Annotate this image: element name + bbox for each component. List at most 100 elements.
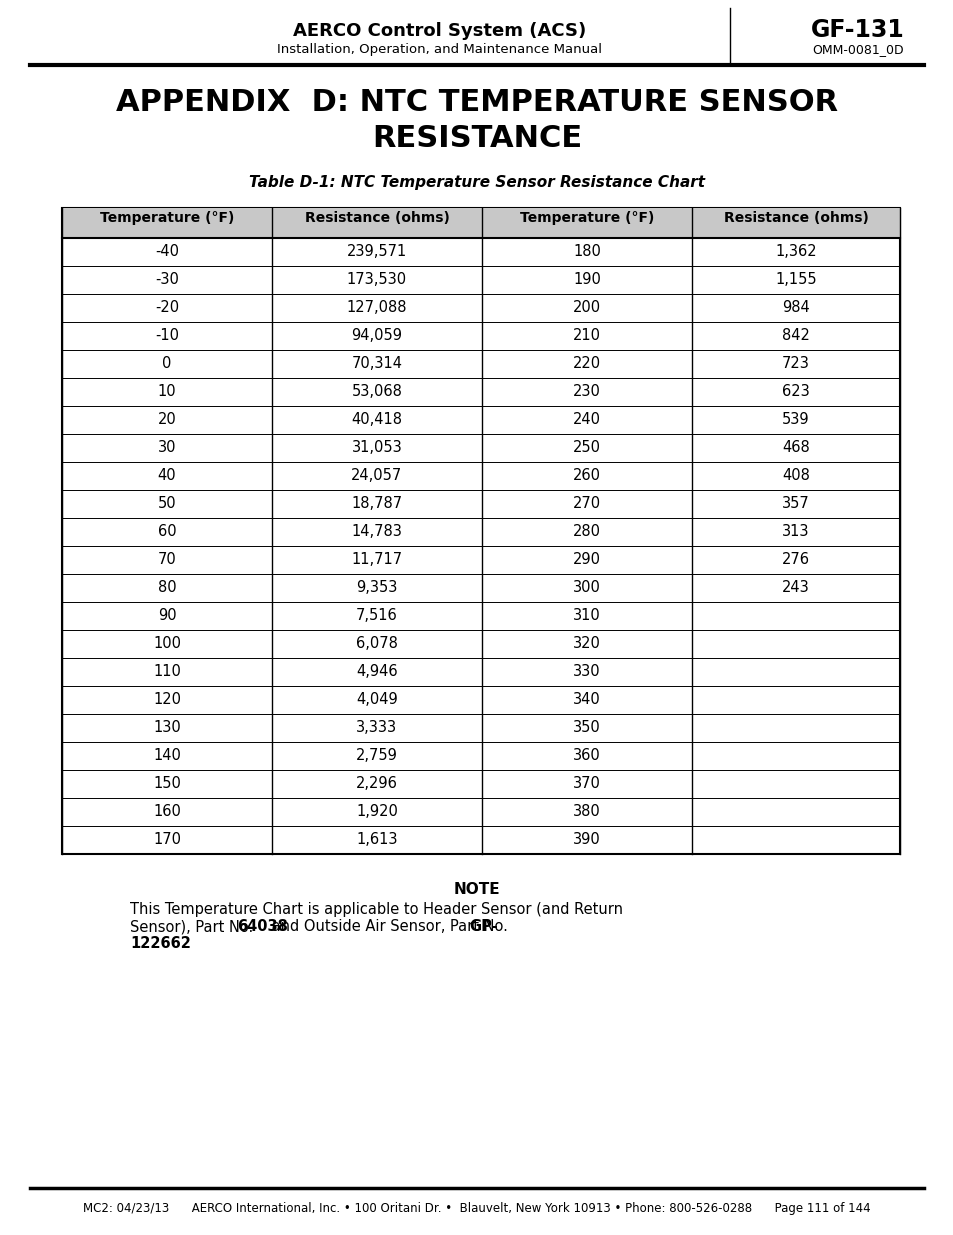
Text: 984: 984 bbox=[781, 300, 809, 315]
Text: 100: 100 bbox=[152, 636, 181, 652]
Text: 140: 140 bbox=[152, 748, 181, 763]
Text: Temperature (°F): Temperature (°F) bbox=[100, 211, 233, 225]
Text: 260: 260 bbox=[573, 468, 600, 483]
Text: MC2: 04/23/13      AERCO International, Inc. • 100 Oritani Dr. •  Blauvelt, New : MC2: 04/23/13 AERCO International, Inc. … bbox=[83, 1202, 870, 1215]
Text: 3,333: 3,333 bbox=[356, 720, 397, 736]
Text: 330: 330 bbox=[573, 664, 600, 679]
Text: 300: 300 bbox=[573, 580, 600, 595]
Text: 90: 90 bbox=[157, 609, 176, 624]
Text: 50: 50 bbox=[157, 496, 176, 511]
Text: 4,049: 4,049 bbox=[355, 693, 397, 708]
Text: 539: 539 bbox=[781, 412, 809, 427]
Text: 24,057: 24,057 bbox=[351, 468, 402, 483]
Text: Sensor), Part No.: Sensor), Part No. bbox=[130, 919, 257, 934]
Text: 64038: 64038 bbox=[237, 919, 288, 934]
Text: This Temperature Chart is applicable to Header Sensor (and Return: This Temperature Chart is applicable to … bbox=[130, 902, 622, 918]
Text: 110: 110 bbox=[152, 664, 181, 679]
Text: 350: 350 bbox=[573, 720, 600, 736]
Text: 180: 180 bbox=[573, 245, 600, 259]
Text: 230: 230 bbox=[573, 384, 600, 399]
Text: Installation, Operation, and Maintenance Manual: Installation, Operation, and Maintenance… bbox=[277, 43, 602, 56]
Text: Temperature (°F): Temperature (°F) bbox=[519, 211, 654, 225]
Text: 94,059: 94,059 bbox=[351, 329, 402, 343]
Text: 220: 220 bbox=[573, 357, 600, 372]
Text: 40,418: 40,418 bbox=[351, 412, 402, 427]
Text: 14,783: 14,783 bbox=[352, 525, 402, 540]
Text: 170: 170 bbox=[152, 832, 181, 847]
Text: 9,353: 9,353 bbox=[355, 580, 397, 595]
Bar bbox=[62, 207, 899, 853]
Text: 4,946: 4,946 bbox=[355, 664, 397, 679]
Text: 0: 0 bbox=[162, 357, 172, 372]
Text: 60: 60 bbox=[157, 525, 176, 540]
Text: 370: 370 bbox=[573, 777, 600, 792]
Text: 1,920: 1,920 bbox=[355, 804, 397, 820]
Text: Resistance (ohms): Resistance (ohms) bbox=[304, 211, 449, 225]
Text: -40: -40 bbox=[154, 245, 179, 259]
Text: 320: 320 bbox=[573, 636, 600, 652]
Text: 240: 240 bbox=[573, 412, 600, 427]
Text: 20: 20 bbox=[157, 412, 176, 427]
Text: 10: 10 bbox=[157, 384, 176, 399]
Text: APPENDIX  D: NTC TEMPERATURE SENSOR: APPENDIX D: NTC TEMPERATURE SENSOR bbox=[116, 88, 837, 117]
Text: 623: 623 bbox=[781, 384, 809, 399]
Text: 390: 390 bbox=[573, 832, 600, 847]
Text: 842: 842 bbox=[781, 329, 809, 343]
Text: GP-: GP- bbox=[469, 919, 497, 934]
Text: 70: 70 bbox=[157, 552, 176, 568]
Text: Resistance (ohms): Resistance (ohms) bbox=[722, 211, 867, 225]
Text: 173,530: 173,530 bbox=[347, 273, 407, 288]
Text: 270: 270 bbox=[573, 496, 600, 511]
Text: 80: 80 bbox=[157, 580, 176, 595]
Text: 160: 160 bbox=[152, 804, 181, 820]
Text: GF-131: GF-131 bbox=[810, 19, 904, 42]
Text: 31,053: 31,053 bbox=[352, 441, 402, 456]
Text: 290: 290 bbox=[573, 552, 600, 568]
Text: 120: 120 bbox=[152, 693, 181, 708]
Text: 360: 360 bbox=[573, 748, 600, 763]
Text: 210: 210 bbox=[573, 329, 600, 343]
Text: NOTE: NOTE bbox=[454, 882, 499, 897]
Text: 310: 310 bbox=[573, 609, 600, 624]
Text: 723: 723 bbox=[781, 357, 809, 372]
Text: 380: 380 bbox=[573, 804, 600, 820]
Text: 340: 340 bbox=[573, 693, 600, 708]
Text: 53,068: 53,068 bbox=[352, 384, 402, 399]
Text: 2,759: 2,759 bbox=[355, 748, 397, 763]
Bar bbox=[62, 207, 899, 238]
Text: 200: 200 bbox=[573, 300, 600, 315]
Text: -30: -30 bbox=[155, 273, 179, 288]
Text: RESISTANCE: RESISTANCE bbox=[372, 124, 581, 153]
Text: 250: 250 bbox=[573, 441, 600, 456]
Text: 11,717: 11,717 bbox=[351, 552, 402, 568]
Text: 276: 276 bbox=[781, 552, 809, 568]
Text: 280: 280 bbox=[573, 525, 600, 540]
Text: 130: 130 bbox=[153, 720, 181, 736]
Text: -20: -20 bbox=[154, 300, 179, 315]
Text: Table D-1: NTC Temperature Sensor Resistance Chart: Table D-1: NTC Temperature Sensor Resist… bbox=[249, 175, 704, 190]
Text: 190: 190 bbox=[573, 273, 600, 288]
Text: 243: 243 bbox=[781, 580, 809, 595]
Text: OMM-0081_0D: OMM-0081_0D bbox=[811, 43, 902, 56]
Text: 1,362: 1,362 bbox=[775, 245, 816, 259]
Text: 30: 30 bbox=[157, 441, 176, 456]
Text: 6,078: 6,078 bbox=[355, 636, 397, 652]
Text: 239,571: 239,571 bbox=[347, 245, 407, 259]
Text: 1,155: 1,155 bbox=[775, 273, 816, 288]
Text: AERCO Control System (ACS): AERCO Control System (ACS) bbox=[294, 22, 586, 40]
Text: 408: 408 bbox=[781, 468, 809, 483]
Text: 18,787: 18,787 bbox=[351, 496, 402, 511]
Text: 2,296: 2,296 bbox=[355, 777, 397, 792]
Text: 468: 468 bbox=[781, 441, 809, 456]
Text: and Outside Air Sensor, Part No.: and Outside Air Sensor, Part No. bbox=[267, 919, 512, 934]
Text: 70,314: 70,314 bbox=[351, 357, 402, 372]
Text: 313: 313 bbox=[781, 525, 809, 540]
Text: 357: 357 bbox=[781, 496, 809, 511]
Text: 1,613: 1,613 bbox=[355, 832, 397, 847]
Text: 40: 40 bbox=[157, 468, 176, 483]
Text: 7,516: 7,516 bbox=[355, 609, 397, 624]
Text: -10: -10 bbox=[154, 329, 179, 343]
Text: 127,088: 127,088 bbox=[346, 300, 407, 315]
Text: 150: 150 bbox=[152, 777, 181, 792]
Text: 122662: 122662 bbox=[130, 936, 191, 951]
